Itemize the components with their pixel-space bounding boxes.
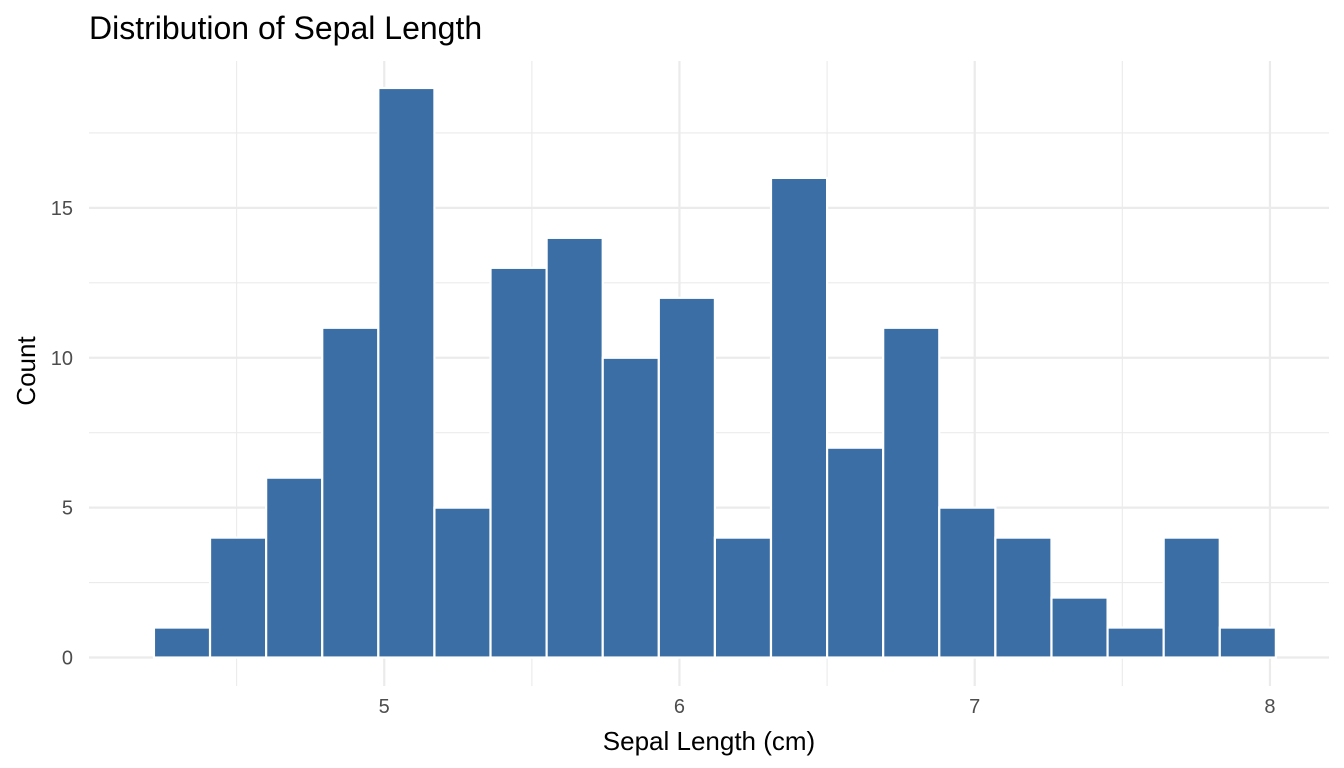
y-tick-label: 15 [51, 198, 73, 220]
y-axis-tick-labels: 0 5 10 15 [51, 198, 73, 670]
histogram-bar [321, 326, 380, 659]
histogram-bar [601, 356, 660, 659]
x-axis-title: Sepal Length (cm) [603, 726, 815, 756]
histogram-bar [882, 326, 941, 659]
histogram-bar [769, 176, 829, 659]
x-tick-label: 6 [674, 696, 685, 718]
y-tick-label: 5 [62, 498, 73, 520]
histogram-bar [489, 266, 548, 659]
histogram-bar [994, 536, 1053, 659]
x-tick-label: 5 [379, 696, 390, 718]
histogram-bars [152, 86, 1277, 659]
y-tick-label: 0 [62, 648, 73, 670]
y-tick-label: 10 [51, 348, 73, 370]
x-axis-tick-labels: 5 6 7 8 [379, 696, 1276, 718]
histogram-bar [938, 506, 997, 659]
y-axis-title: Count [11, 336, 41, 406]
histogram-bar [1050, 596, 1109, 659]
x-tick-label: 7 [969, 696, 980, 718]
histogram-bar [713, 536, 773, 659]
histogram-bar [433, 506, 492, 659]
histogram-bar [152, 626, 212, 659]
histogram-bar [377, 86, 436, 659]
histogram-bar [657, 296, 717, 659]
histogram-bar [1218, 626, 1277, 659]
histogram-bar [545, 236, 604, 659]
histogram-bar [1162, 536, 1221, 659]
histogram-bar [265, 476, 324, 659]
histogram-bar [825, 446, 885, 659]
chart-title: Distribution of Sepal Length [89, 10, 482, 46]
histogram-bar [1106, 626, 1165, 659]
histogram-bar [208, 536, 268, 659]
x-tick-label: 8 [1264, 696, 1275, 718]
